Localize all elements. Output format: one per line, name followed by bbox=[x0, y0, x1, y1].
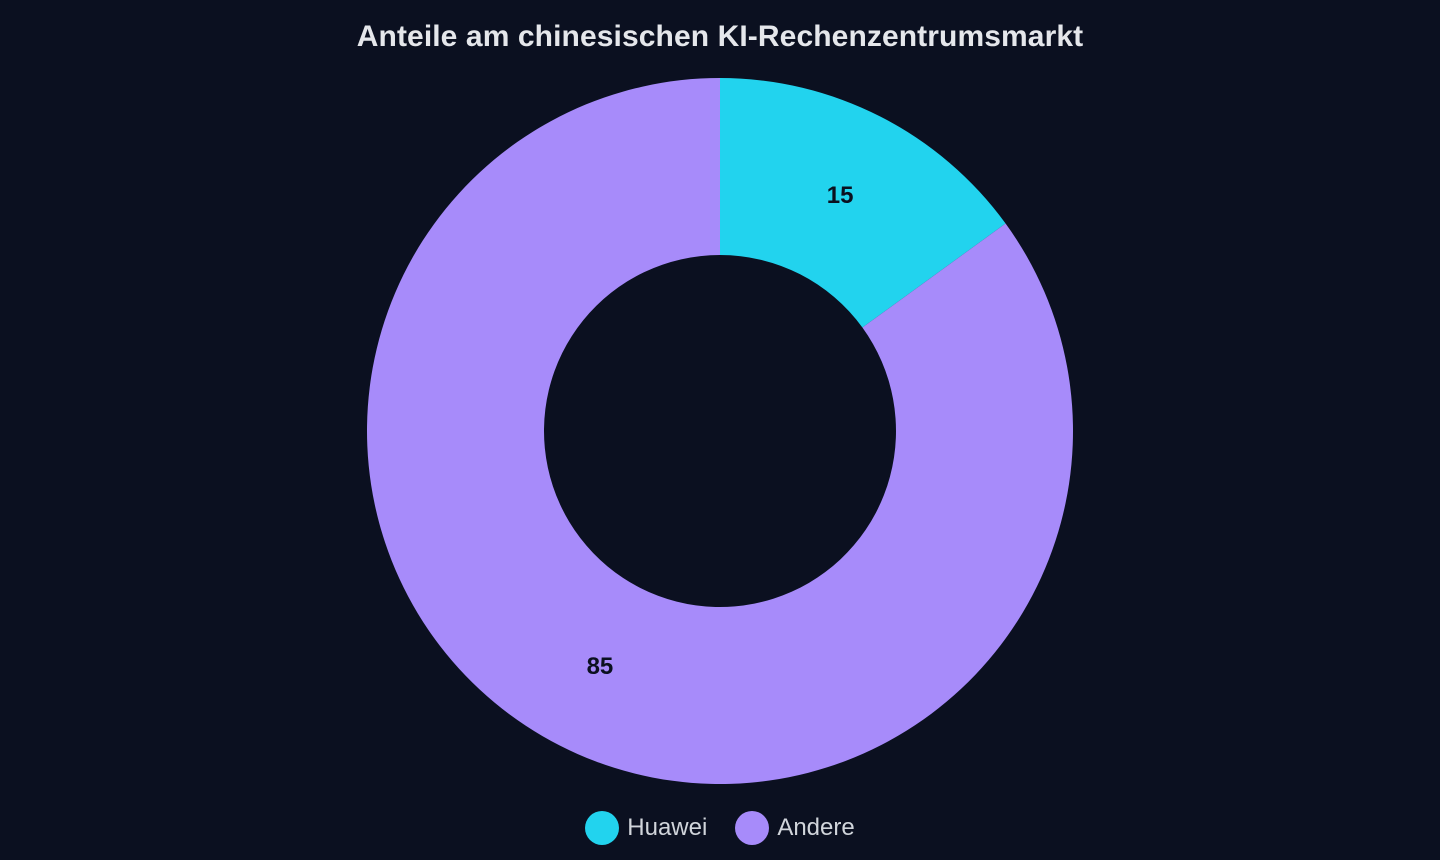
legend-label-huawei: Huawei bbox=[627, 814, 708, 841]
legend-swatch-andere bbox=[735, 811, 770, 845]
chart-legend: Huawei Andere bbox=[0, 810, 1440, 846]
donut-slice-huawei[interactable] bbox=[720, 78, 1006, 328]
legend-item-andere[interactable]: Andere bbox=[735, 811, 855, 845]
chart-title: Anteile am chinesischen KI-Rechenzentrum… bbox=[356, 20, 1084, 53]
legend-label-andere: Andere bbox=[777, 814, 855, 841]
data-label-huawei: 15 bbox=[827, 182, 854, 209]
donut-slice-andere[interactable] bbox=[366, 78, 1074, 784]
data-label-andere: 85 bbox=[587, 653, 614, 680]
donut-slices bbox=[366, 78, 1074, 784]
legend-item-huawei[interactable]: Huawei bbox=[585, 811, 707, 845]
legend-swatch-huawei bbox=[585, 811, 620, 845]
